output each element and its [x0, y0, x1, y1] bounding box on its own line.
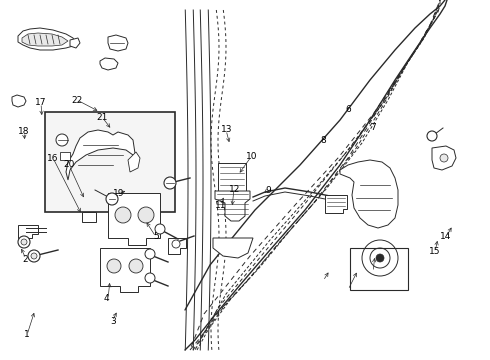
- Text: 3: 3: [110, 317, 116, 326]
- Polygon shape: [100, 58, 118, 70]
- Text: 16: 16: [47, 154, 59, 163]
- Circle shape: [106, 193, 118, 205]
- Circle shape: [376, 254, 384, 262]
- Polygon shape: [215, 191, 250, 221]
- Circle shape: [172, 240, 180, 248]
- Circle shape: [18, 236, 30, 248]
- Polygon shape: [60, 152, 70, 160]
- Circle shape: [56, 134, 68, 146]
- Polygon shape: [168, 238, 186, 254]
- Polygon shape: [70, 38, 80, 48]
- Polygon shape: [128, 152, 140, 172]
- Polygon shape: [66, 130, 136, 180]
- Polygon shape: [213, 238, 253, 258]
- Text: 5: 5: [153, 233, 159, 242]
- Circle shape: [115, 207, 131, 223]
- Text: 11: 11: [215, 201, 226, 210]
- Circle shape: [145, 273, 155, 283]
- Text: 8: 8: [320, 136, 326, 145]
- Text: 19: 19: [113, 189, 124, 198]
- Polygon shape: [100, 248, 150, 292]
- Text: 15: 15: [429, 247, 441, 256]
- Circle shape: [155, 224, 165, 234]
- Circle shape: [370, 248, 390, 268]
- Circle shape: [362, 240, 398, 276]
- Polygon shape: [22, 33, 68, 46]
- Polygon shape: [18, 28, 75, 50]
- Bar: [45, 112, 175, 212]
- Text: 10: 10: [245, 152, 257, 161]
- Polygon shape: [12, 95, 26, 107]
- Text: 18: 18: [18, 127, 29, 136]
- Text: 1: 1: [24, 330, 30, 339]
- Polygon shape: [108, 35, 128, 51]
- Circle shape: [31, 253, 37, 259]
- Polygon shape: [18, 225, 38, 238]
- Text: 14: 14: [440, 233, 452, 242]
- Text: 22: 22: [72, 96, 82, 105]
- Polygon shape: [325, 195, 347, 213]
- Text: 20: 20: [63, 161, 74, 169]
- Circle shape: [138, 207, 154, 223]
- Text: 2: 2: [23, 255, 28, 264]
- Text: 17: 17: [35, 98, 47, 107]
- Circle shape: [107, 259, 121, 273]
- Circle shape: [129, 259, 143, 273]
- Circle shape: [145, 249, 155, 259]
- Text: 7: 7: [370, 123, 376, 132]
- Bar: [350, 248, 408, 290]
- Polygon shape: [432, 146, 456, 170]
- Text: 12: 12: [228, 184, 240, 194]
- Circle shape: [21, 239, 27, 245]
- Circle shape: [427, 131, 437, 141]
- Polygon shape: [82, 212, 96, 222]
- Polygon shape: [340, 160, 398, 228]
- Text: 4: 4: [104, 294, 110, 303]
- Text: 21: 21: [96, 112, 108, 122]
- Text: 6: 6: [345, 105, 351, 114]
- Text: 13: 13: [220, 125, 232, 134]
- Circle shape: [28, 250, 40, 262]
- Circle shape: [164, 177, 176, 189]
- Polygon shape: [108, 193, 160, 245]
- Circle shape: [440, 154, 448, 162]
- Text: 9: 9: [266, 186, 271, 194]
- Polygon shape: [218, 163, 246, 191]
